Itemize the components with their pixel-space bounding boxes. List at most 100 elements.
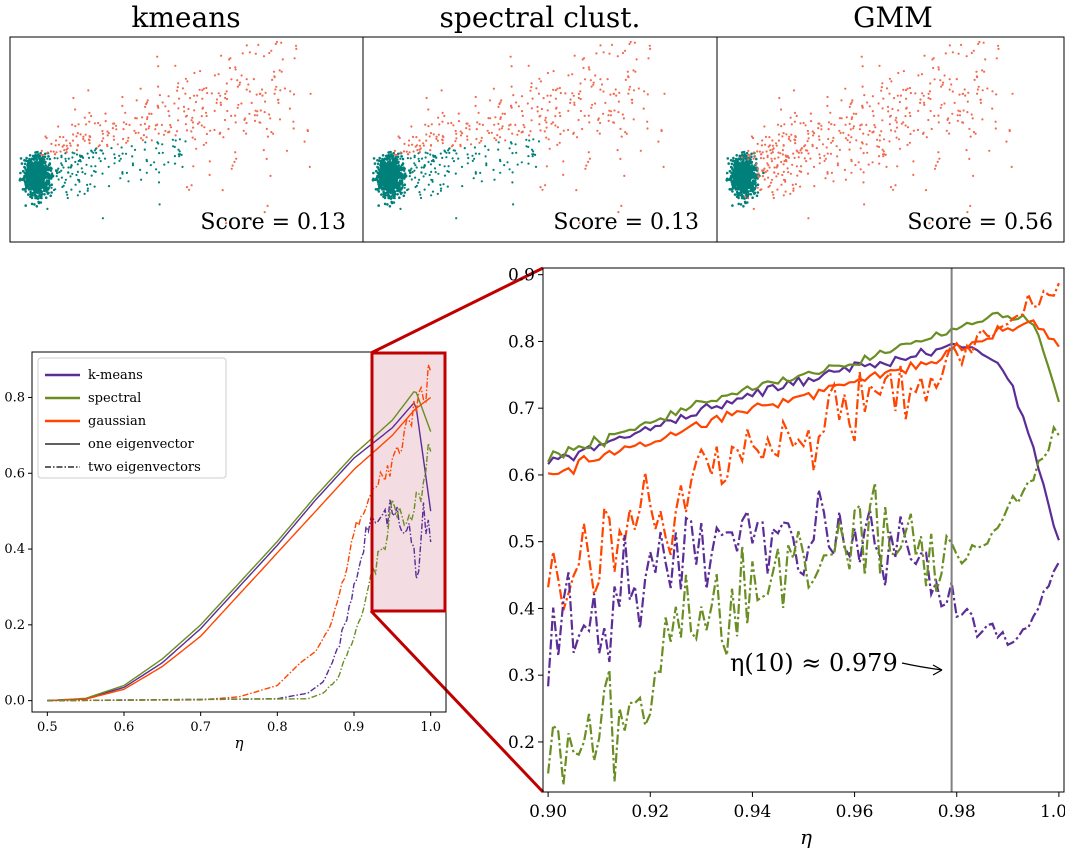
- scatter-point: [450, 121, 453, 125]
- scatter-point: [101, 172, 104, 175]
- scatter-point: [38, 168, 42, 171]
- scatter-point: [398, 167, 401, 170]
- scatter-point: [995, 93, 998, 96]
- scatter-point: [27, 176, 31, 180]
- scatter-point: [81, 171, 84, 174]
- small-ytick-label: 0.0: [4, 694, 25, 709]
- scatter-point: [970, 51, 973, 55]
- scatter-point: [745, 154, 748, 158]
- scatter-point: [387, 167, 391, 171]
- scatter-point: [145, 136, 148, 139]
- scatter-point: [380, 193, 383, 196]
- scatter-point: [253, 119, 257, 122]
- scatter-point: [604, 101, 607, 104]
- scatter-point: [979, 98, 982, 101]
- scatter-point: [60, 176, 64, 179]
- scatter-point: [145, 158, 148, 161]
- scatter-point: [639, 149, 642, 152]
- scatter-point: [577, 118, 580, 122]
- scatter-point: [21, 169, 25, 173]
- scatter-point: [873, 123, 876, 127]
- scatter-point: [852, 127, 855, 130]
- scatter-point: [741, 167, 744, 171]
- scatter-point: [184, 92, 187, 95]
- scatter-point: [824, 157, 828, 160]
- scatter-point: [168, 114, 171, 117]
- scatter-point: [535, 87, 538, 90]
- scatter-point: [530, 148, 534, 151]
- scatter-point: [635, 58, 638, 61]
- scatter-point: [772, 196, 775, 200]
- scatter-point: [391, 165, 395, 168]
- scatter-point: [748, 153, 751, 157]
- scatter-point: [826, 95, 829, 99]
- scatter-point: [955, 78, 958, 81]
- scatter-point: [381, 157, 384, 161]
- scatter-point: [629, 40, 632, 44]
- scatter-point: [112, 135, 115, 138]
- scatter-point: [423, 164, 426, 167]
- scatter-point: [443, 114, 446, 118]
- scatter-point: [836, 155, 839, 158]
- scatter-point: [542, 97, 545, 100]
- scatter-point: [662, 165, 665, 168]
- scatter-point: [517, 129, 520, 133]
- scatter-point: [975, 75, 979, 78]
- scatter-point: [431, 179, 434, 182]
- scatter-point: [966, 100, 969, 103]
- scatter-point: [288, 107, 291, 110]
- scatter-point: [308, 165, 311, 168]
- scatter-point: [392, 189, 396, 193]
- scatter-point: [780, 160, 783, 164]
- scatter-point: [150, 112, 153, 115]
- scatter-point: [818, 138, 821, 141]
- scatter-point: [65, 191, 68, 194]
- scatter-point: [398, 179, 402, 182]
- scatter-point: [381, 176, 384, 180]
- scatter-point: [631, 101, 634, 104]
- scatter-point: [410, 167, 413, 170]
- scatter-point: [429, 132, 433, 135]
- scatter-point: [217, 73, 220, 76]
- scatter-point: [497, 122, 500, 125]
- scatter-point: [770, 178, 774, 181]
- scatter-point: [731, 204, 734, 207]
- scatter-point: [189, 97, 192, 100]
- scatter-point: [177, 107, 180, 110]
- legend-entry: k-means: [88, 368, 143, 383]
- scatter-point: [922, 94, 925, 97]
- scatter-point: [30, 185, 34, 188]
- scatter-point: [201, 107, 204, 110]
- scatter-point: [545, 165, 549, 168]
- scatter-point: [823, 159, 826, 162]
- scatter-point: [773, 171, 776, 174]
- scatter-point: [69, 166, 72, 169]
- scatter-point: [882, 150, 885, 153]
- scatter-point: [30, 202, 34, 206]
- scatter-point: [647, 57, 650, 60]
- scatter-point: [852, 112, 855, 115]
- scatter-point: [432, 154, 435, 157]
- scatter-point: [845, 116, 848, 119]
- scatter-point: [493, 123, 496, 126]
- scatter-point: [454, 129, 457, 133]
- scatter-point: [422, 175, 425, 178]
- scatter-point: [377, 204, 381, 207]
- scatter-point: [244, 117, 247, 120]
- scatter-point: [559, 114, 562, 118]
- scatter-point: [439, 152, 442, 155]
- scatter-point: [264, 91, 267, 94]
- scatter-point: [902, 88, 905, 91]
- scatter-point: [31, 173, 35, 177]
- scatter-point: [28, 165, 32, 168]
- scatter-point: [622, 117, 626, 120]
- scatter-point: [844, 178, 848, 181]
- scatter-point: [972, 49, 975, 52]
- scatter-point: [528, 139, 531, 142]
- scatter-point: [39, 189, 43, 193]
- scatter-point: [435, 137, 438, 140]
- scatter-point: [780, 183, 783, 186]
- scatter-point: [146, 117, 149, 121]
- scatter-point: [562, 129, 565, 132]
- scatter-point: [54, 139, 58, 142]
